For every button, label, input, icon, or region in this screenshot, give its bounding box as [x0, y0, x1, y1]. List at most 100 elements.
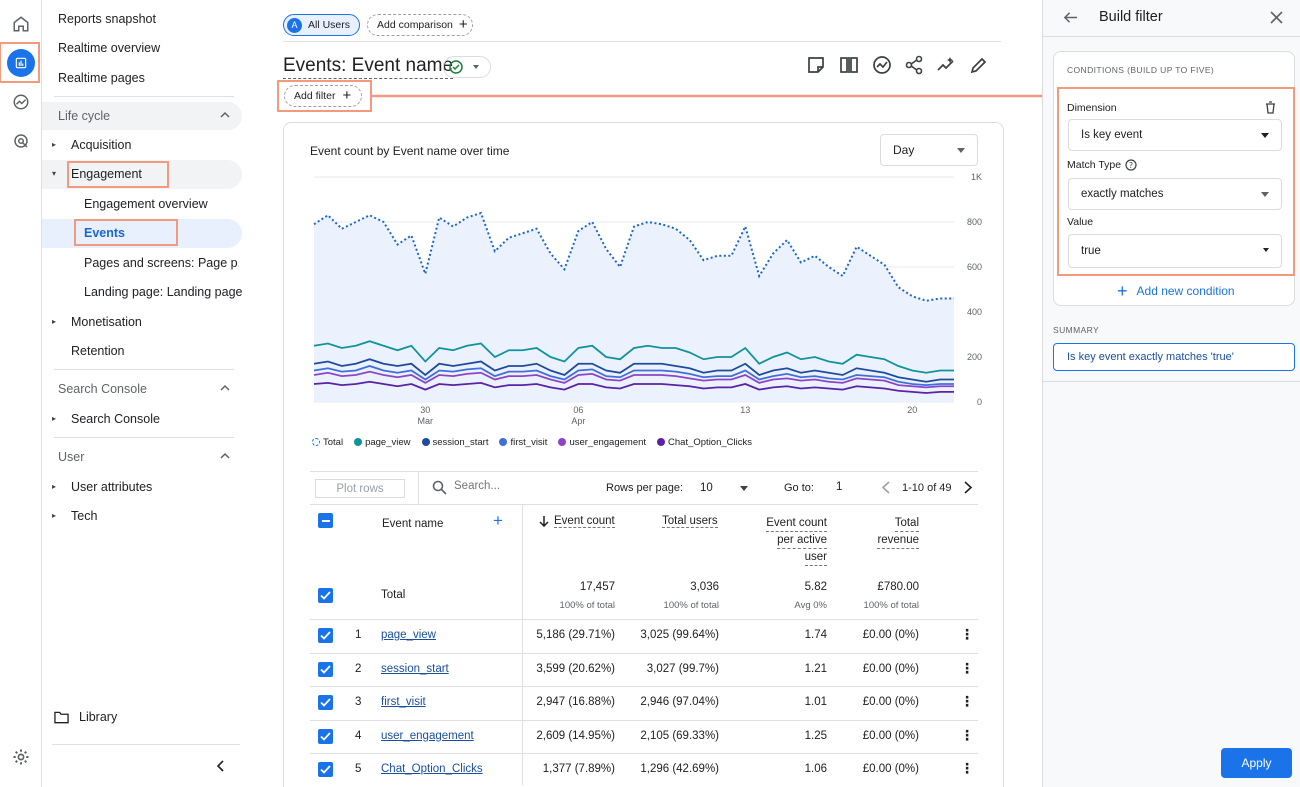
row-total-users: 2,105 (69.33%) [640, 729, 719, 742]
nav-library[interactable]: Library [54, 710, 117, 724]
row-more-vert-icon[interactable]: ⋮ [960, 693, 974, 709]
row-index: 1 [355, 629, 362, 641]
go-to-input[interactable]: 1 [836, 481, 843, 493]
row-checkbox[interactable] [318, 728, 333, 744]
series-line-first-visit[interactable] [313, 365, 954, 387]
table-search-input[interactable] [454, 480, 554, 492]
rows-per-page-label: Rows per page: [606, 482, 684, 494]
nav-realtime-pages[interactable]: Realtime pages [58, 71, 145, 85]
add-filter-button[interactable]: Add filter + [284, 85, 362, 107]
legend-user-engagement[interactable]: user_engagement [558, 437, 646, 448]
explore-icon[interactable] [7, 88, 35, 116]
nav-tech[interactable]: Tech [71, 509, 98, 523]
build-filter-panel: Build filter CONDITIONS (BUILD UP TO FIV… [1042, 0, 1300, 787]
legend-session-start[interactable]: session_start [421, 437, 488, 448]
column-divider [522, 504, 523, 785]
report-status-dropdown[interactable] [443, 56, 491, 78]
nav-reports-snapshot[interactable]: Reports snapshot [58, 12, 156, 26]
row-more-vert-icon[interactable]: ⋮ [960, 726, 974, 743]
share-icon[interactable] [904, 55, 924, 75]
row-event-name-link[interactable]: first_visit [381, 696, 426, 708]
help-circle-icon[interactable]: ? [1125, 159, 1137, 171]
add-dimension-plus-icon[interactable]: + [493, 511, 503, 530]
add-new-condition-button[interactable]: + Add new condition [1117, 281, 1235, 301]
check-circle-icon [449, 60, 463, 74]
plot-rows-button[interactable]: Plot rows [315, 479, 405, 498]
compare-icon[interactable] [839, 55, 859, 75]
series-line-total[interactable] [313, 211, 954, 302]
row-checkbox[interactable] [318, 661, 333, 677]
nav-events[interactable]: Events [84, 226, 125, 240]
total-row-checkbox[interactable] [318, 588, 333, 603]
previous-page-icon[interactable] [881, 481, 891, 494]
table-row[interactable]: 1 page_view 5,186 (29.71%) 3,025 (99.64%… [284, 619, 984, 653]
search-icon [432, 480, 447, 495]
series-line-chat-option-clicks[interactable] [313, 380, 954, 394]
all-users-chip[interactable]: A All Users [283, 14, 360, 36]
row-checkbox[interactable] [318, 762, 333, 777]
table-row[interactable]: 2 session_start 3,599 (20.62%) 3,027 (99… [284, 653, 984, 687]
nav-acquisition[interactable]: Acquisition [71, 138, 132, 152]
settings-gear-icon[interactable] [7, 743, 35, 771]
table-row[interactable]: 3 first_visit 2,947 (16.88%) 2,946 (97.0… [284, 686, 984, 720]
plus-icon: + [1117, 281, 1128, 301]
row-event-name-link[interactable]: page_view [381, 629, 436, 641]
row-checkbox[interactable] [318, 628, 333, 643]
row-per-user: 1.21 [804, 662, 827, 675]
nav-monetisation[interactable]: Monetisation [71, 315, 142, 329]
header-event-count-per-active-user[interactable]: Event count per active user [759, 515, 827, 566]
row-more-vert-icon[interactable]: ⋮ [960, 626, 974, 642]
section-life-cycle[interactable]: Life cycle [42, 102, 242, 130]
collapse-chevron-left-icon[interactable] [215, 760, 227, 772]
nav-landing-page[interactable]: Landing page: Landing page [84, 285, 243, 299]
table-row[interactable]: 5 Chat_Option_Clicks 1,377 (7.89%) 1,296… [284, 753, 984, 787]
legend-chat-option-clicks[interactable]: Chat_Option_Clicks [657, 437, 752, 448]
insights-icon[interactable] [872, 55, 892, 75]
row-event-name-link[interactable]: Chat_Option_Clicks [381, 763, 483, 775]
select-all-checkbox[interactable] [318, 513, 333, 528]
header-total-users[interactable]: Total users [662, 515, 718, 528]
nav-engagement[interactable]: Engagement [71, 167, 142, 181]
legend-page-view[interactable]: page_view [354, 437, 411, 448]
series-line-session-start[interactable] [313, 358, 954, 383]
home-icon[interactable] [7, 10, 35, 38]
nav-pages-and-screens[interactable]: Pages and screens: Page p... [84, 256, 239, 270]
next-page-icon[interactable] [963, 481, 973, 494]
match-type-select[interactable]: exactly matches [1068, 178, 1282, 210]
advertising-icon[interactable] [7, 127, 35, 155]
trash-icon[interactable] [1265, 101, 1276, 114]
value-select[interactable]: true [1068, 234, 1282, 268]
reports-icon[interactable] [7, 49, 35, 77]
header-total-revenue[interactable]: Total revenue [844, 515, 919, 549]
dimension-select[interactable]: Is key event [1068, 119, 1282, 151]
section-user[interactable]: User [42, 443, 242, 471]
header-event-count[interactable]: Event count [554, 515, 615, 528]
apply-button[interactable]: Apply [1221, 748, 1292, 778]
legend-total[interactable]: Total [312, 437, 343, 448]
nav-search-console[interactable]: Search Console [71, 412, 160, 426]
nav-realtime-overview[interactable]: Realtime overview [58, 41, 161, 55]
trend-sparkle-icon[interactable] [936, 55, 956, 75]
back-arrow-icon[interactable] [1063, 10, 1078, 25]
edit-pencil-icon[interactable] [969, 55, 989, 75]
table-row[interactable]: 4 user_engagement 2,609 (14.95%) 2,105 (… [284, 720, 984, 754]
report-main: A All Users Add comparison + Events: Eve… [252, 0, 1042, 787]
section-search-console[interactable]: Search Console [42, 375, 242, 403]
nav-user-attributes[interactable]: User attributes [71, 480, 153, 494]
row-event-name-link[interactable]: user_engagement [381, 729, 474, 742]
close-icon[interactable] [1270, 11, 1283, 24]
header-event-name[interactable]: Event name [382, 518, 444, 530]
series-line-user-engagement[interactable] [313, 370, 954, 389]
granularity-select[interactable]: Day [880, 134, 978, 166]
nav-retention[interactable]: Retention [71, 344, 125, 358]
note-icon[interactable] [806, 55, 826, 75]
nav-engagement-overview[interactable]: Engagement overview [84, 197, 208, 211]
add-comparison-button[interactable]: Add comparison + [367, 14, 473, 36]
row-more-vert-icon[interactable]: ⋮ [960, 760, 974, 776]
row-checkbox[interactable] [318, 695, 333, 710]
row-more-vert-icon[interactable]: ⋮ [960, 659, 974, 676]
series-line-page-view[interactable] [313, 340, 954, 374]
legend-first-visit[interactable]: first_visit [499, 437, 547, 448]
row-event-name-link[interactable]: session_start [381, 662, 449, 675]
rows-per-page-select[interactable]: 10 [694, 478, 750, 498]
